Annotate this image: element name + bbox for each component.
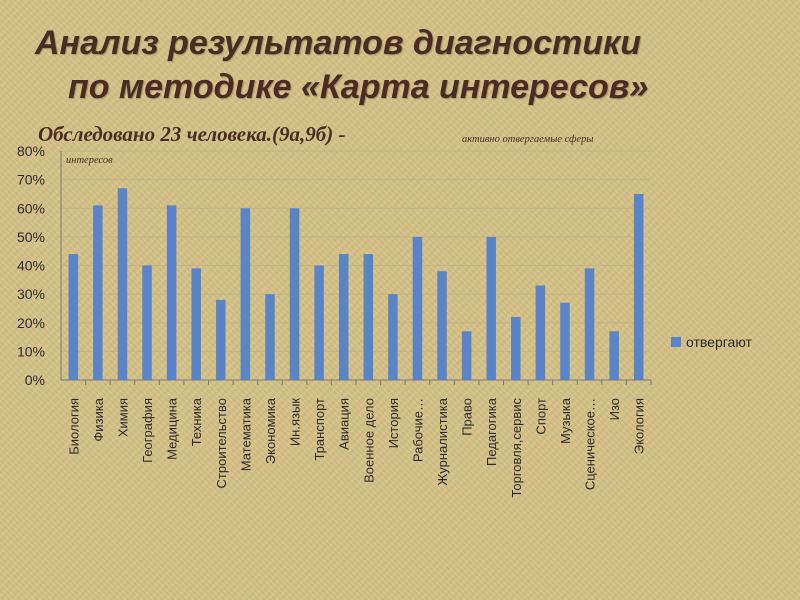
x-tick-label: Биология bbox=[66, 398, 81, 455]
x-tick-label: Торговля,сервис bbox=[509, 398, 524, 498]
bar bbox=[117, 188, 128, 380]
x-tick-label: Музыка bbox=[558, 397, 573, 444]
x-tick-label: Право bbox=[460, 398, 475, 436]
chart-note-line2: интересов bbox=[66, 155, 113, 166]
x-tick-label: Физика bbox=[91, 397, 106, 441]
bar bbox=[511, 317, 521, 380]
y-tick-label: 30% bbox=[17, 286, 45, 302]
x-tick-label: Медицина bbox=[165, 397, 180, 460]
bar bbox=[486, 236, 496, 380]
x-tick-label: Военное дело bbox=[361, 398, 376, 483]
bar bbox=[584, 268, 595, 380]
x-tick-label: Спорт bbox=[533, 398, 548, 435]
bar bbox=[191, 268, 201, 380]
x-tick-label: География bbox=[140, 398, 155, 463]
bar bbox=[216, 299, 226, 380]
bar bbox=[240, 208, 251, 380]
legend-label: отвергают bbox=[686, 334, 753, 350]
y-tick-label: 10% bbox=[17, 343, 45, 359]
y-tick-label: 80% bbox=[17, 143, 45, 159]
bar bbox=[633, 193, 644, 380]
x-tick-label: Ин.язык bbox=[288, 398, 303, 446]
bar bbox=[338, 254, 349, 380]
x-tick-label: Техника bbox=[189, 397, 204, 446]
y-tick-label: 50% bbox=[17, 229, 45, 245]
chart-note-line1: активно отвергаемые сферы bbox=[462, 134, 594, 145]
bar bbox=[68, 254, 79, 380]
bar bbox=[535, 285, 546, 380]
x-tick-label: Изо bbox=[607, 398, 622, 420]
bar bbox=[560, 302, 570, 380]
slide-title-line1: Анализ результатов диагностики bbox=[35, 24, 641, 62]
bar bbox=[314, 265, 324, 380]
y-tick-label: 40% bbox=[17, 258, 45, 274]
y-tick-label: 70% bbox=[17, 172, 45, 188]
y-tick-label: 0% bbox=[25, 372, 45, 388]
x-tick-label: История bbox=[386, 398, 401, 448]
slide-title-line2: по методике «Карта интересов» bbox=[68, 68, 649, 106]
y-tick-label: 60% bbox=[17, 200, 45, 216]
bar bbox=[166, 205, 177, 380]
slide-subtitle: Обследовано 23 человека.(9а,9б) - bbox=[38, 122, 346, 146]
y-tick-label: 20% bbox=[17, 315, 45, 331]
x-tick-label: Транспорт bbox=[312, 398, 327, 461]
x-tick-label: Педагогика bbox=[484, 397, 499, 466]
x-tick-label: Химия bbox=[115, 398, 130, 437]
x-tick-label: Авиация bbox=[337, 398, 352, 450]
bar bbox=[461, 331, 472, 380]
bar bbox=[437, 271, 447, 380]
bar bbox=[93, 205, 103, 380]
bar bbox=[388, 294, 398, 380]
x-tick-label: Рабочие… bbox=[410, 398, 425, 462]
legend-swatch bbox=[671, 337, 681, 347]
bar bbox=[289, 208, 300, 380]
bar bbox=[412, 236, 423, 380]
bar bbox=[609, 331, 619, 380]
x-tick-label: Экономика bbox=[263, 397, 278, 464]
x-tick-label: Экология bbox=[632, 398, 647, 454]
x-tick-label: Математика bbox=[238, 397, 253, 471]
x-tick-label: Сценическое… bbox=[583, 398, 598, 490]
bar bbox=[363, 254, 374, 380]
bar bbox=[265, 294, 275, 380]
x-tick-label: Строительство bbox=[214, 398, 229, 488]
x-tick-label: Журналистика bbox=[435, 397, 450, 485]
bar bbox=[142, 265, 152, 380]
